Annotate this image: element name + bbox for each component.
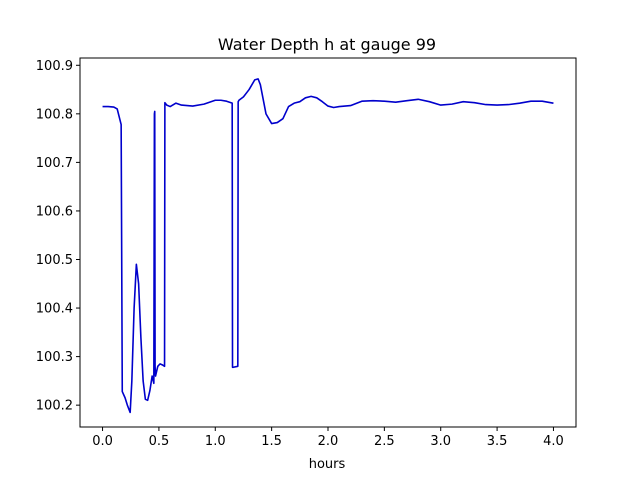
y-axis-ticks: 100.2 100.3 100.4 100.5 100.6 100.7 100.8 100.9	[36, 59, 80, 414]
y-tick-label: 100.4	[36, 302, 73, 317]
y-tick-label: 100.6	[36, 204, 73, 219]
x-tick-label: 1.0	[205, 434, 226, 449]
x-tick-label: 2.0	[318, 434, 339, 449]
y-tick-label: 100.2	[36, 399, 73, 414]
x-tick-label: 0.0	[92, 434, 113, 449]
x-tick-label: 3.0	[430, 434, 451, 449]
series-line-0	[102, 78, 554, 414]
x-tick-label: 1.5	[261, 434, 282, 449]
plot-area	[79, 57, 577, 428]
x-axis-ticks: 0.0 0.5 1.0 1.5 2.0 2.5 3.0 3.5 4.0	[92, 427, 564, 449]
y-tick-label: 100.7	[36, 156, 73, 171]
x-axis-label: hours	[309, 457, 346, 472]
x-tick-label: 0.5	[149, 434, 170, 449]
y-tick-label: 100.3	[36, 350, 73, 365]
x-tick-label: 3.5	[487, 434, 508, 449]
y-tick-label: 100.5	[36, 253, 73, 268]
y-tick-label: 100.9	[36, 59, 73, 74]
y-tick-label: 100.8	[36, 107, 73, 122]
chart-title: Water Depth h at gauge 99	[218, 35, 436, 54]
x-tick-label: 4.0	[543, 434, 564, 449]
x-tick-label: 2.5	[374, 434, 395, 449]
